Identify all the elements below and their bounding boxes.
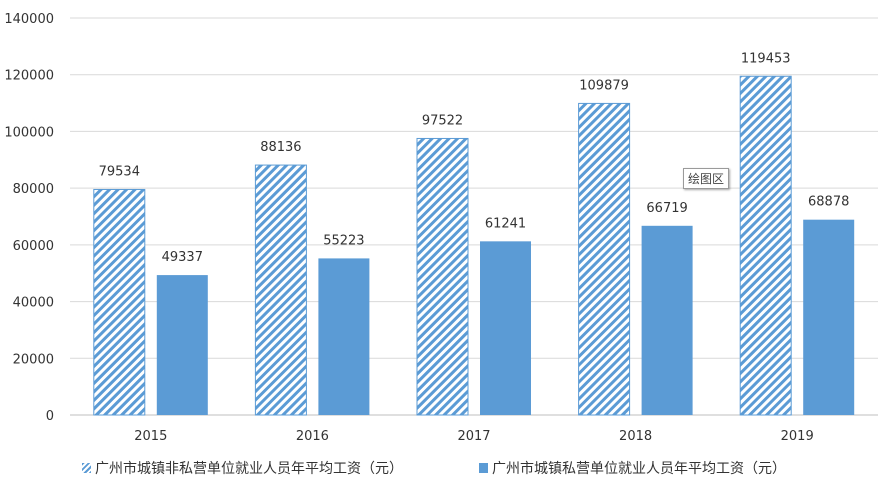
data-label: 55223 [323,233,364,248]
legend-label: 广州市城镇非私营单位就业人员年平均工资（元） [95,461,403,477]
y-tick-label: 80000 [13,182,54,197]
bar-non-private-2019[interactable] [739,75,792,416]
x-tick-label: 2016 [296,429,329,444]
x-tick-label: 2019 [781,429,814,444]
legend: 广州市城镇非私营单位就业人员年平均工资（元） 广州市城镇私营单位就业人员年平均工… [0,455,896,485]
bar-non-private-2015[interactable] [93,188,146,416]
bar-private-2015[interactable] [156,275,208,415]
data-label: 68878 [808,195,849,210]
bar-non-private-2018[interactable] [578,102,631,416]
y-tick-label: 60000 [13,239,54,254]
legend-swatch-solid [479,463,488,473]
data-label: 49337 [162,250,203,265]
bar-private-2016[interactable] [318,258,370,415]
y-tick-label: 0 [46,409,54,424]
bar-private-2017[interactable] [480,241,531,415]
legend-swatch-hatched [82,463,91,473]
data-label: 61241 [485,216,526,231]
x-tick-label: 2017 [457,429,490,444]
bar-non-private-2017[interactable] [416,137,469,416]
data-labels: 79534 49337 88136 55223 97522 61241 109879 6671… [99,51,850,265]
data-label: 97522 [422,113,463,128]
legend-label: 广州市城镇私营单位就业人员年平均工资（元） [492,461,786,477]
y-tick-label: 100000 [4,125,54,140]
y-tick-label: 40000 [13,296,54,311]
legend-item-private[interactable]: 广州市城镇私营单位就业人员年平均工资（元） [479,458,786,478]
legend-item-non-private[interactable]: 广州市城镇非私营单位就业人员年平均工资（元） [82,458,403,478]
plot-area-tooltip: 绘图区 [683,168,730,189]
y-tick-label: 140000 [4,12,54,27]
data-label: 66719 [646,201,687,216]
data-label: 88136 [260,140,301,155]
bars [93,75,855,416]
y-tick-label: 120000 [4,69,54,84]
bar-non-private-2016[interactable] [254,164,307,416]
bar-private-2018[interactable] [641,225,693,415]
data-label: 119453 [741,51,791,66]
x-tick-label: 2018 [619,429,652,444]
x-axis-tick-labels: 2015 2016 2017 2018 2019 [134,429,813,444]
y-tick-label: 20000 [13,352,54,367]
bar-chart: 020000400006000080000100000120000140000 … [4,12,878,444]
data-label: 109879 [579,78,629,93]
y-axis-tick-labels: 0 20000 40000 60000 80000 100000 120000 140000 [4,12,54,424]
bar-private-2019[interactable] [803,219,855,415]
data-label: 79534 [99,164,140,179]
x-tick-label: 2015 [134,429,167,444]
